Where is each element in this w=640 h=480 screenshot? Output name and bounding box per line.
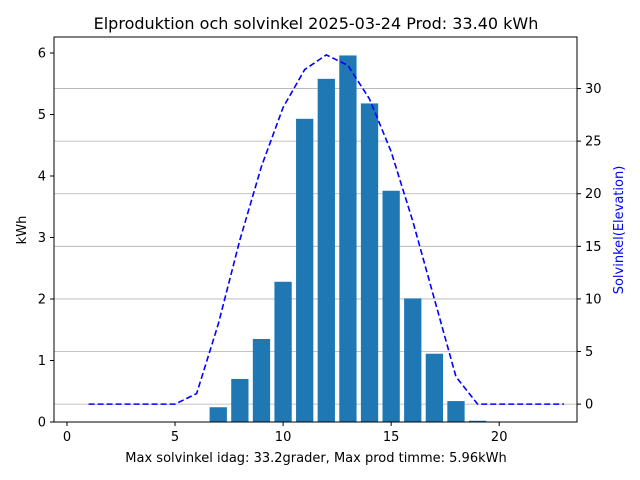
bar-hour-11 [296, 118, 314, 423]
bar-hour-13 [339, 55, 357, 423]
y2-tick-label-20: 20 [585, 187, 602, 202]
y2-axis-label: Solvinkel(Elevation) [612, 166, 627, 295]
x-tick-label-5: 5 [171, 430, 179, 445]
y2-tick-label-25: 25 [585, 135, 602, 150]
x-tick-label-0: 0 [63, 430, 71, 445]
y-tick-label-1: 1 [38, 354, 46, 369]
y2-tick-label-5: 5 [585, 345, 593, 360]
y-tick-label-3: 3 [38, 231, 46, 246]
bar-hour-7 [209, 407, 227, 422]
y2-tick-label-0: 0 [585, 398, 593, 413]
bar-hour-19 [468, 420, 487, 422]
y2-tick-label-30: 30 [585, 82, 602, 97]
y-tick-label-0: 0 [38, 416, 46, 431]
bars-layer [209, 55, 487, 423]
grid-layer [54, 88, 577, 405]
x-tick-label-15: 15 [383, 430, 400, 445]
bar-hour-16 [404, 298, 422, 422]
bar-hour-15 [382, 190, 400, 422]
y2-tick-label-10: 10 [585, 292, 602, 307]
y-tick-label-5: 5 [38, 108, 46, 123]
x-tick-label-10: 10 [275, 430, 292, 445]
x-axis-ticks: 0 5 10 15 20 [63, 422, 508, 445]
y-axis-label: kWh [15, 216, 30, 245]
bar-hour-8 [231, 378, 249, 422]
bar-hour-10 [274, 281, 292, 422]
y-tick-label-2: 2 [38, 292, 46, 307]
y-tick-label-6: 6 [38, 46, 46, 61]
x-tick-label-20: 20 [491, 430, 508, 445]
bar-hour-9 [252, 338, 271, 422]
bar-hour-17 [425, 353, 444, 422]
bar-hour-18 [447, 401, 465, 422]
chart-title: Elproduktion och solvinkel 2025-03-24 Pr… [94, 14, 539, 33]
y2-axis-ticks: 0 5 10 15 20 25 30 [577, 82, 602, 413]
line-layer [88, 53, 565, 405]
y-tick-label-4: 4 [38, 169, 46, 184]
x-axis-label: Max solvinkel idag: 33.2grader, Max prod… [125, 451, 506, 466]
bar-hour-14 [360, 103, 379, 422]
y2-tick-label-15: 15 [585, 240, 602, 255]
bar-hour-12 [317, 78, 335, 423]
elevation-line [88, 53, 565, 405]
plot-frame [53, 36, 578, 423]
y-axis-ticks: 0 1 2 3 4 5 6 [38, 46, 54, 431]
